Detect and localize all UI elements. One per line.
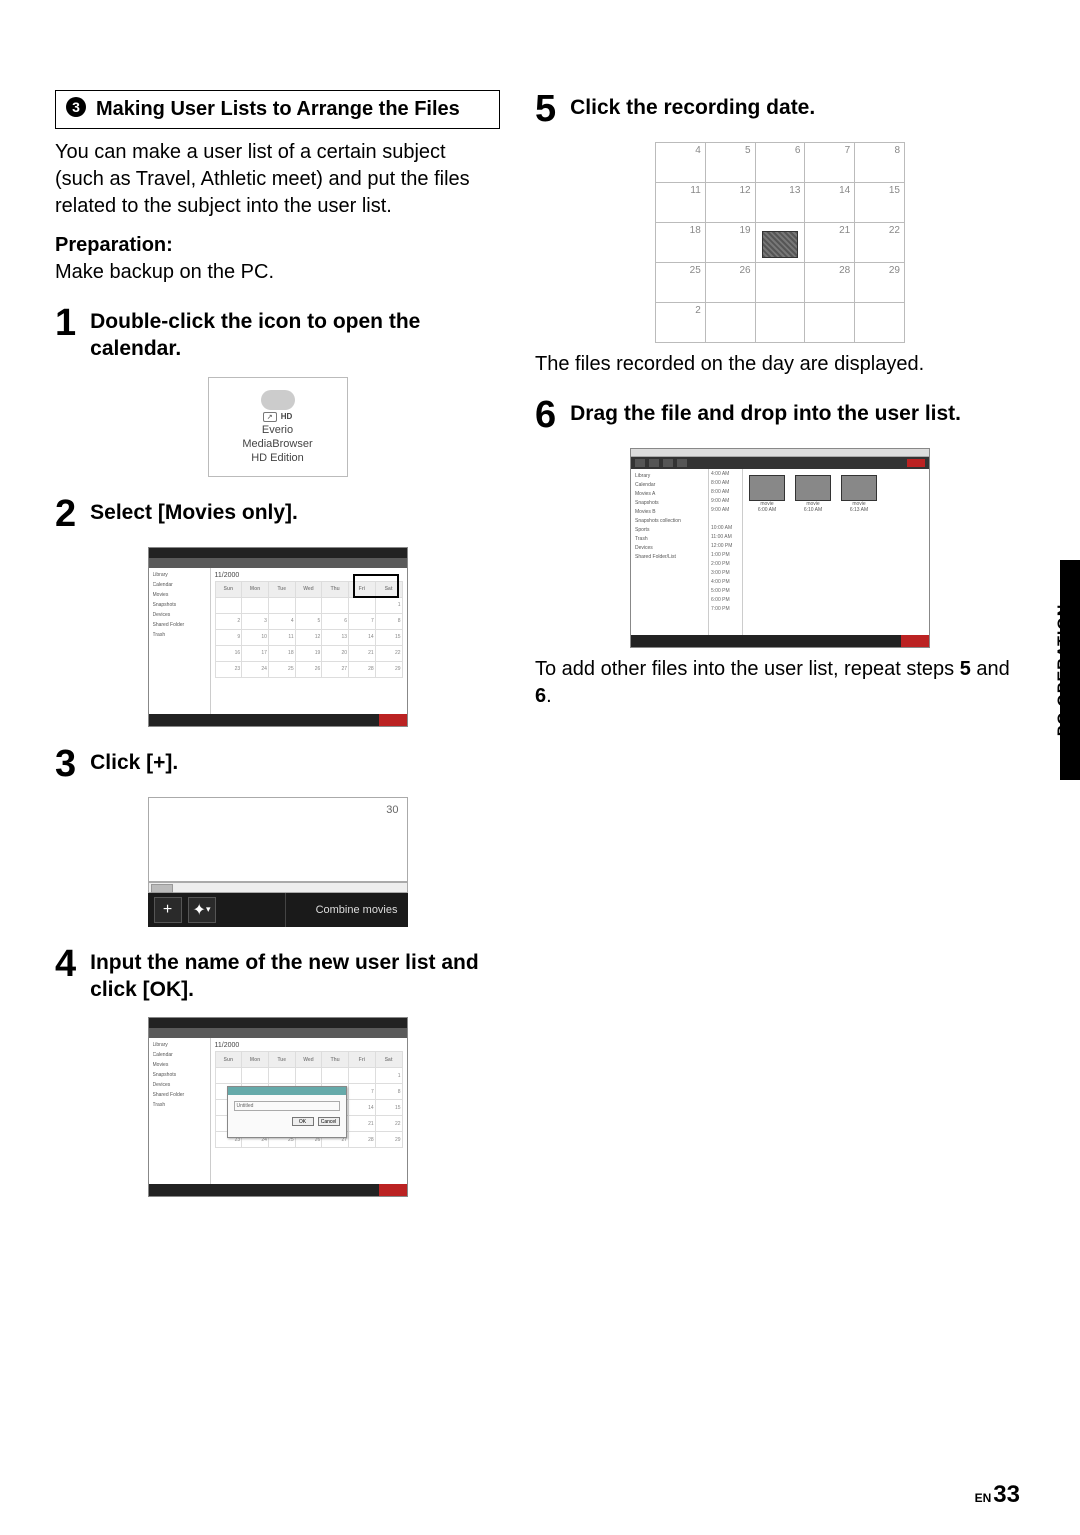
new-userlist-dialog: Untitled OK Cancel: [227, 1086, 347, 1138]
ok-button[interactable]: OK: [292, 1117, 314, 1126]
cancel-button[interactable]: Cancel: [318, 1117, 340, 1126]
step-1: 1 Double-click the icon to open the cale…: [55, 304, 500, 363]
section-box: 3 Making User Lists to Arrange the Files: [55, 90, 500, 129]
fig-app-thumbs: Library Calendar Movies A Snapshots Movi…: [535, 448, 1025, 648]
step-text: Double-click the icon to open the calend…: [90, 304, 500, 363]
page-prefix: EN: [975, 1491, 992, 1505]
userlist-name-field[interactable]: Untitled: [234, 1101, 340, 1111]
step-number: 1: [55, 304, 76, 342]
scrollbar[interactable]: [148, 882, 408, 893]
calendar-month: 11/2000: [215, 1042, 403, 1049]
step-number: 5: [535, 90, 556, 128]
step-text: Click the recording date.: [570, 90, 815, 121]
step-number: 3: [55, 745, 76, 783]
section-tab: PC OPERATION: [1044, 560, 1080, 780]
fig-calendar-cells: 45678111213141518192122252628292: [535, 142, 1025, 343]
step-number: 2: [55, 495, 76, 533]
step-4: 4 Input the name of the new user list an…: [55, 945, 500, 1004]
step-text: Click [+].: [90, 745, 178, 776]
cell-label-30: 30: [386, 804, 398, 816]
after-step-5-text: The files recorded on the day are displa…: [535, 351, 1025, 378]
intro-text: You can make a user list of a certain su…: [55, 139, 500, 220]
step-3: 3 Click [+].: [55, 745, 500, 783]
dropdown-highlight: [353, 574, 399, 598]
step-5: 5 Click the recording date.: [535, 90, 1025, 128]
fig-combine-bar: 30 + ✦ ▾ Combine movies: [55, 797, 500, 927]
section-title: Making User Lists to Arrange the Files: [96, 97, 460, 122]
fig-everiomb-icon: ↗ HD Everio MediaBrowser HD Edition: [55, 377, 500, 477]
after-step-6-text: To add other files into the user list, r…: [535, 656, 1025, 710]
step-number: 4: [55, 945, 76, 983]
preparation-block: Preparation: Make backup on the PC.: [55, 232, 500, 286]
section-tab-label: PC OPERATION: [1056, 604, 1074, 737]
arrow-icon: ↗: [263, 412, 277, 422]
step-6: 6 Drag the file and drop into the user l…: [535, 396, 1025, 434]
section-circle-number: 3: [66, 97, 86, 117]
icon-line3: HD Edition: [251, 452, 304, 464]
icon-line2: MediaBrowser: [242, 438, 312, 450]
hd-label: HD: [281, 412, 293, 421]
page-number: EN33: [975, 1481, 1020, 1509]
fig-app-dialog: Library Calendar Movies Snapshots Device…: [55, 1017, 500, 1197]
fig-app-calendar: Library Calendar Movies Snapshots Device…: [55, 547, 500, 727]
page-num: 33: [993, 1481, 1020, 1508]
preparation-text: Make backup on the PC.: [55, 261, 274, 283]
preparation-label: Preparation:: [55, 234, 173, 256]
step-text: Input the name of the new user list and …: [90, 945, 500, 1004]
step-text: Drag the file and drop into the user lis…: [570, 396, 961, 427]
plus-button[interactable]: +: [154, 897, 182, 923]
cloud-icon: [261, 390, 295, 410]
icon-line1: Everio: [262, 424, 293, 436]
wand-button[interactable]: ✦ ▾: [188, 897, 216, 923]
step-2: 2 Select [Movies only].: [55, 495, 500, 533]
step-number: 6: [535, 396, 556, 434]
combine-movies-label[interactable]: Combine movies: [285, 893, 402, 927]
step-text: Select [Movies only].: [90, 495, 298, 526]
